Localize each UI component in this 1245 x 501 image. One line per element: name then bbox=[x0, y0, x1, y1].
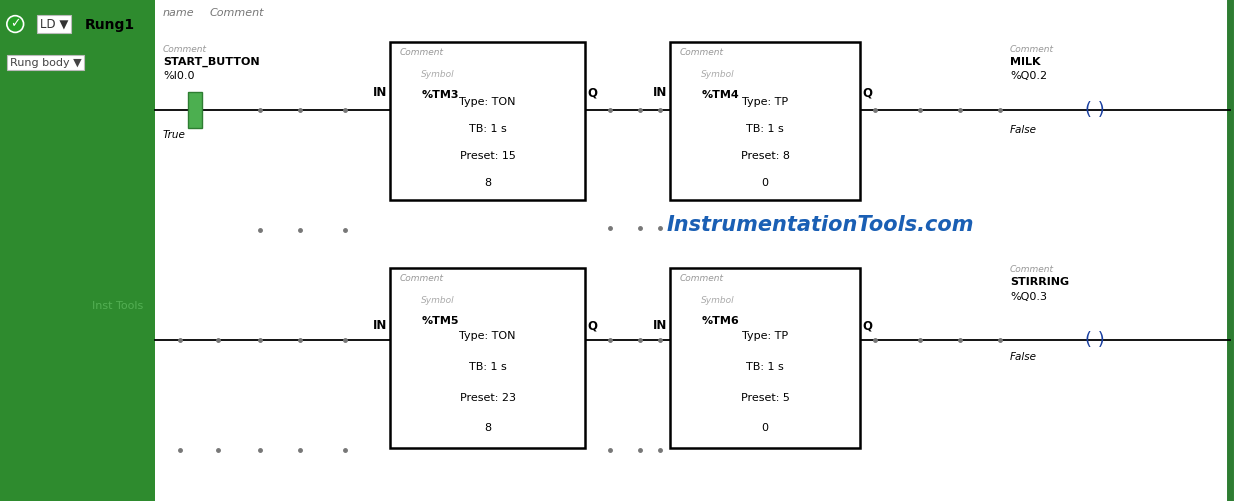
Text: 0: 0 bbox=[762, 423, 768, 433]
Text: ( ): ( ) bbox=[1086, 101, 1104, 119]
Text: TB: 1 s: TB: 1 s bbox=[468, 124, 507, 134]
Text: 8: 8 bbox=[484, 423, 491, 433]
Text: MILK: MILK bbox=[1010, 57, 1041, 67]
Text: %I0.0: %I0.0 bbox=[163, 71, 194, 81]
Text: Symbol: Symbol bbox=[421, 296, 454, 305]
Text: Type: TP: Type: TP bbox=[742, 97, 788, 107]
Text: Q: Q bbox=[588, 86, 598, 99]
Bar bbox=[188, 92, 202, 128]
Bar bbox=[188, 92, 202, 128]
Text: %Q0.2: %Q0.2 bbox=[1010, 71, 1047, 81]
Text: Q: Q bbox=[863, 319, 873, 332]
Bar bbox=[390, 42, 585, 200]
Text: Comment: Comment bbox=[400, 274, 444, 283]
Text: Type: TON: Type: TON bbox=[459, 331, 515, 341]
Text: Comment: Comment bbox=[1010, 45, 1055, 54]
Text: Preset: 23: Preset: 23 bbox=[459, 393, 515, 403]
Text: Preset: 8: Preset: 8 bbox=[741, 151, 789, 161]
Text: Type: TP: Type: TP bbox=[742, 331, 788, 341]
Text: Preset: 15: Preset: 15 bbox=[459, 151, 515, 161]
Text: False: False bbox=[1010, 352, 1037, 362]
Text: ✓: ✓ bbox=[10, 18, 20, 31]
Text: %TM4: %TM4 bbox=[701, 90, 738, 100]
Text: InstrumentationTools.com: InstrumentationTools.com bbox=[666, 215, 974, 235]
Text: Comment: Comment bbox=[163, 45, 207, 54]
Text: IN: IN bbox=[654, 86, 667, 99]
Text: IN: IN bbox=[374, 86, 387, 99]
Polygon shape bbox=[0, 0, 154, 501]
Text: Comment: Comment bbox=[1010, 265, 1055, 274]
Bar bbox=[670, 42, 860, 200]
Text: TB: 1 s: TB: 1 s bbox=[468, 362, 507, 372]
Bar bbox=[390, 268, 585, 448]
Text: Comment: Comment bbox=[210, 8, 264, 18]
Text: %TM3: %TM3 bbox=[421, 90, 458, 100]
Text: Preset: 5: Preset: 5 bbox=[741, 393, 789, 403]
Text: name: name bbox=[163, 8, 194, 18]
Text: Q: Q bbox=[863, 86, 873, 99]
Text: START_BUTTON: START_BUTTON bbox=[163, 57, 260, 67]
Text: False: False bbox=[1010, 125, 1037, 135]
Text: %Q0.3: %Q0.3 bbox=[1010, 292, 1047, 302]
Text: Comment: Comment bbox=[400, 48, 444, 57]
Text: %TM6: %TM6 bbox=[701, 316, 738, 326]
Text: LD ▼: LD ▼ bbox=[40, 18, 68, 31]
Text: 8: 8 bbox=[484, 178, 491, 187]
Text: TB: 1 s: TB: 1 s bbox=[746, 362, 784, 372]
Text: Inst Tools: Inst Tools bbox=[92, 301, 143, 311]
Text: Q: Q bbox=[588, 319, 598, 332]
Text: IN: IN bbox=[654, 319, 667, 332]
Text: %TM5: %TM5 bbox=[421, 316, 458, 326]
Text: Rung body ▼: Rung body ▼ bbox=[10, 58, 82, 68]
Text: True: True bbox=[163, 130, 186, 140]
Text: Symbol: Symbol bbox=[701, 296, 735, 305]
Text: Comment: Comment bbox=[680, 48, 723, 57]
Text: 0: 0 bbox=[762, 178, 768, 187]
Text: STIRRING: STIRRING bbox=[1010, 277, 1069, 287]
Text: Rung1: Rung1 bbox=[85, 18, 134, 32]
Text: IN: IN bbox=[374, 319, 387, 332]
Text: Comment: Comment bbox=[680, 274, 723, 283]
Text: Symbol: Symbol bbox=[421, 70, 454, 79]
Text: Type: TON: Type: TON bbox=[459, 97, 515, 107]
Text: Symbol: Symbol bbox=[701, 70, 735, 79]
Bar bbox=[670, 268, 860, 448]
Text: TB: 1 s: TB: 1 s bbox=[746, 124, 784, 134]
Text: ( ): ( ) bbox=[1086, 331, 1104, 349]
